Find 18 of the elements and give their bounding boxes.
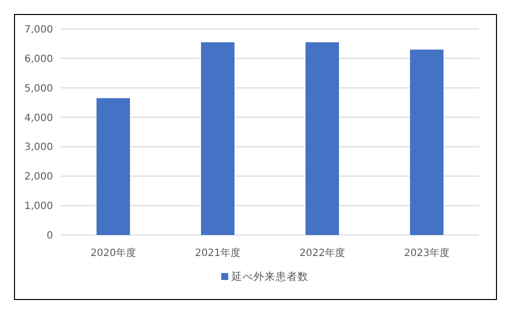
x-tick-label: 2022年度 [300,247,345,259]
y-tick-label: 0 [46,230,53,242]
y-tick-label: 7,000 [24,24,53,36]
bar [410,50,444,235]
y-tick-label: 2,000 [24,172,53,183]
legend: 延べ外来患者数 [221,271,308,283]
bar [201,42,234,235]
y-tick-label: 5,000 [24,83,53,94]
y-tick-label: 4,000 [24,112,53,124]
y-tick-label: 1,000 [24,201,53,212]
bar [306,42,339,235]
bar [96,98,130,235]
y-tick-label: 3,000 [24,142,53,154]
x-tick-label: 2023年度 [404,247,450,259]
legend-label: 延べ外来患者数 [230,270,308,283]
x-tick-label: 2021年度 [195,247,240,259]
x-tick-label: 2020年度 [90,247,136,259]
y-tick-label: 6,000 [24,54,53,65]
